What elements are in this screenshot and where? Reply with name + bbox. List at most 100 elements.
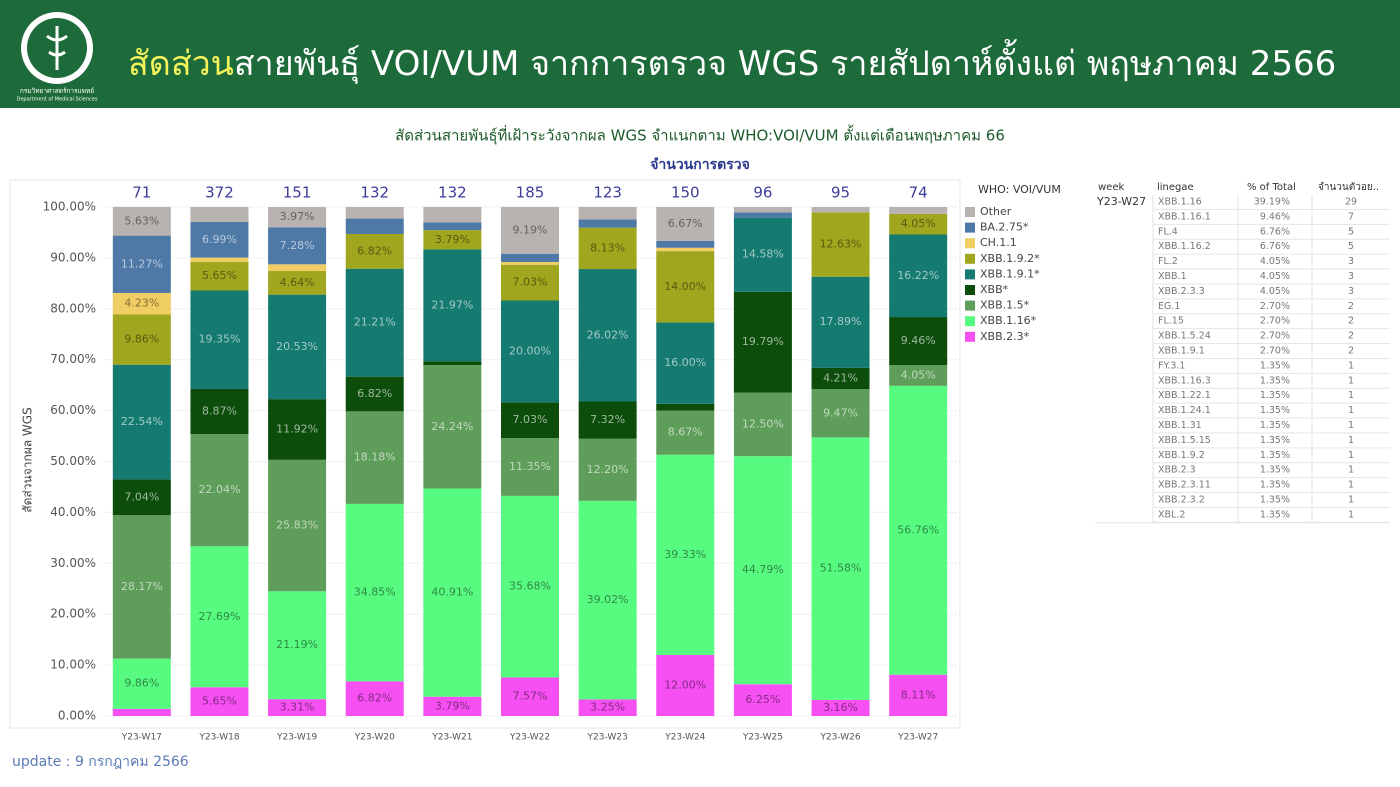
logo-text: กรมวิทยาศาสตร์การแพทย์ [20,87,94,95]
bar-segment [112,314,171,365]
table-cell: 1 [1348,405,1354,416]
bar-segment [501,264,559,301]
bar-segment [190,261,249,291]
value-label: 8.11% [901,688,936,701]
value-label: 12.50% [742,417,784,430]
bar-segment [501,300,559,403]
legend-swatch [965,316,975,327]
value-label: 39.33% [664,548,706,561]
table-cell: XBB.1.9.1 [1158,346,1205,357]
legend-label: XBB.1.5* [980,299,1030,312]
total-label: 71 [132,184,151,202]
table-cell: XBB.1 [1158,271,1187,282]
bar-segment [190,687,249,716]
y-tick-label: 50.00% [50,454,96,468]
y-tick-label: 30.00% [50,556,96,570]
bar-segment [268,591,327,700]
bar-segment [656,654,715,716]
bar-segment [345,411,404,504]
table-cell: FL.2 [1158,256,1178,267]
bar-segment [656,207,715,241]
bar-segment [268,227,327,265]
value-label: 25.83% [276,519,318,532]
table-cell: 1.35% [1260,465,1290,476]
table-cell: XBB.2.3.11 [1158,480,1211,491]
bar-segment [889,213,948,235]
bar-segment [423,361,482,366]
total-label: 372 [205,184,234,202]
bar-segment [501,495,559,678]
value-label: 4.23% [124,297,159,310]
table-cell: 4.05% [1260,286,1290,297]
value-label: 9.47% [823,406,858,419]
table-cell: 1.35% [1260,480,1290,491]
x-tick-label: Y23-W24 [664,733,705,743]
bar-segment [578,206,637,220]
legend-swatch [965,222,975,233]
value-label: 7.32% [590,413,625,426]
bar-segment [345,268,404,377]
bar-segment [733,392,792,457]
table-cell: 2.70% [1260,331,1290,342]
bar-segment [190,434,249,547]
value-label: 19.35% [198,333,240,346]
bar-segment [733,217,792,292]
total-label: 151 [283,184,312,202]
table-cell: XBB.1.22.1 [1158,390,1211,401]
value-label: 34.85% [354,586,396,599]
value-label: 21.97% [431,298,473,311]
table-header: % of Total [1247,182,1296,193]
page-title: สัดส่วนสายพันธุ์ VOI/VUM จากการตรวจ WGS … [128,36,1336,90]
value-label: 14.00% [664,280,706,293]
x-tick-label: Y23-W18 [198,733,239,743]
logo-emblem [46,26,68,70]
table-cell: FL.15 [1158,316,1184,327]
bar-segment [501,438,559,496]
value-label: 28.17% [121,580,163,593]
bar-segment [501,677,559,716]
bar-segment [190,290,249,389]
value-label: 4.21% [823,371,858,384]
table-cell: 1.35% [1260,375,1290,386]
bar-segment [423,222,482,231]
bar-segment [190,222,249,258]
value-label: 7.03% [513,413,548,426]
table-cell: 2 [1348,331,1354,342]
value-label: 3.79% [435,233,470,246]
total-label: 95 [831,184,850,202]
value-label: 3.79% [435,699,470,712]
bar-segment [889,385,948,675]
bar-segment [345,681,404,716]
x-tick-label: Y23-W22 [509,733,550,743]
value-label: 8.87% [202,405,237,418]
bar-segment [268,264,327,272]
value-label: 4.64% [280,276,315,289]
logo: กรมวิทยาศาสตร์การแพทย์ Department of Med… [17,12,98,103]
x-tick-label: Y23-W19 [276,733,317,743]
bar-segment [345,207,404,219]
legend-label: BA.2.75* [980,221,1029,234]
value-label: 24.24% [431,420,473,433]
x-tick-label: Y23-W21 [431,733,472,743]
table-cell: 1.35% [1260,450,1290,461]
table-cell: 6.76% [1260,241,1290,252]
bar-segment [578,227,637,270]
value-label: 19.79% [742,335,784,348]
value-label: 16.00% [664,356,706,369]
bar-segment [268,699,327,716]
table-cell: 3 [1348,271,1354,282]
legend-swatch [965,207,975,217]
table-cell: 1 [1348,509,1354,520]
bar-segment [811,207,870,213]
legend-label: XBB.1.9.1* [980,267,1040,280]
total-label: 96 [753,184,772,202]
bar-segment [811,699,870,716]
value-label: 21.19% [276,638,318,651]
total-label: 132 [438,184,467,202]
value-label: 7.03% [513,276,548,289]
bar-segment [423,249,482,362]
bar-segment [578,269,637,402]
legend-swatch [965,269,975,280]
